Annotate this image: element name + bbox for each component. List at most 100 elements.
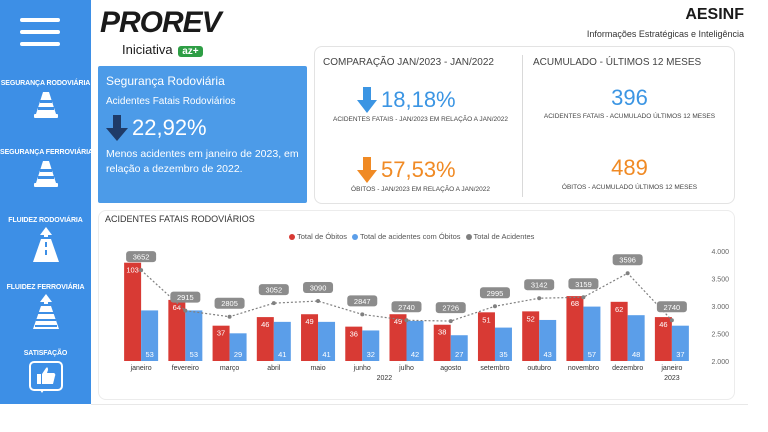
comparison-accidents-caption: ACIDENTES FATAIS - JAN/2023 EM RELAÇÃO A… [333,116,508,123]
total-accidents-point [537,296,542,301]
x-tick-label: novembro [568,365,599,372]
kpi-panel: COMPARAÇÃO JAN/2023 - JAN/2022 ACUMULADO… [314,46,735,204]
sidebar-item-seguranca-ferroviaria[interactable]: SEGURANÇA FERROVIÁRIA [0,149,93,189]
x-tick-label: julho [398,365,414,372]
sidebar-item-label: SEGURANÇA RODOVIÁRIA [0,80,91,87]
sidebar-item-label: FLUIDEZ FERROVIÁRIA [6,284,85,291]
sidebar-item-label: SATISFAÇÃO [23,350,68,357]
accidents-data-label: 41 [278,350,286,359]
total-accidents-data-label: 3142 [531,281,548,290]
total-accidents-point [183,308,188,313]
prorev-logo: PROREV Iniciativa az+ [100,6,240,57]
total-accidents-point [316,299,321,304]
accidents-data-label: 53 [145,350,153,359]
chart-legend: Total de Óbitos Total de acidentes com Ó… [289,232,539,241]
hamburger-menu-icon[interactable] [20,18,60,48]
accidents-with-deaths-bar [450,335,468,361]
accidents-data-label: 41 [322,350,330,359]
sidebar-item-seguranca-rodoviaria[interactable]: SEGURANÇA RODOVIÁRIA [0,80,91,120]
deaths-data-label: 51 [482,315,490,324]
legend-swatch [465,233,472,240]
deaths-data-label: 103 [126,266,139,275]
deaths-data-label: 68 [571,299,579,308]
deaths-bar [345,326,363,361]
total-accidents-point [271,301,276,306]
comparison-accidents-value: 18,18% [381,87,456,112]
total-accidents-label-bg [612,254,643,266]
total-accidents-point [227,314,232,319]
x-tick-label: dezembro [612,365,643,372]
accidents-with-deaths-bar [627,315,645,361]
total-accidents-data-label: 2740 [398,303,415,312]
summary-title: Segurança Rodoviária [106,74,225,88]
sidebar-item-label: SEGURANÇA FERROVIÁRIA [0,149,93,156]
accidents-with-deaths-bar [318,321,336,361]
x-tick-label: janeiro [130,365,152,372]
bottom-strip [0,404,768,432]
accumulated-deaths-caption: ÓBITOS - ACUMULADO ÚLTIMOS 12 MESES [561,184,698,191]
total-accidents-label-bg [479,287,510,299]
chart-title: ACIDENTES FATAIS RODOVIÁRIOS [105,214,255,224]
comparison-deaths-caption: ÓBITOS - JAN/2023 EM RELAÇÃO A JAN/2022 [351,186,490,193]
chart-svg: 2.000 2.500 3.000 3.500 4.000 103 53 janeiro 64 5… [124,249,729,382]
x-tick-label: abril [267,365,281,372]
total-accidents-data-label: 3090 [310,284,327,293]
total-accidents-point [139,268,144,273]
deaths-bar [389,314,407,361]
total-accidents-label-bg [524,279,555,291]
deaths-data-label: 46 [261,320,269,329]
total-accidents-data-label: 3052 [265,286,282,295]
x-tick-label: setembro [480,365,509,372]
y2-tick-label: 4.000 [711,249,729,256]
deaths-bar [654,317,672,361]
deaths-data-label: 46 [659,320,667,329]
accumulated-accidents-value: 396 [611,85,648,110]
legend-swatch [289,233,295,240]
total-accidents-label-bg [347,295,378,307]
total-accidents-label-bg [303,282,334,294]
summary-description: Menos acidentes em janeiro de 2023, em r… [106,148,299,175]
railway-icon [32,294,59,329]
traffic-cone-icon [33,161,58,187]
sidebar-item-satisfacao[interactable]: SATISFAÇÃO [0,350,91,394]
deaths-bar [301,314,319,361]
comparison-heading: COMPARAÇÃO JAN/2023 - JAN/2022 [323,57,494,68]
deaths-data-label: 49 [394,317,402,326]
total-accidents-data-label: 3596 [619,256,636,265]
logo-subtitle: Iniciativa az+ [122,42,203,57]
y2-tick-label: 2.500 [711,332,729,339]
accidents-with-deaths-bar [229,333,247,361]
header-subtitle: Informações Estratégicas e Inteligência [586,29,744,39]
accidents-data-label: 42 [411,350,419,359]
accidents-data-label: 43 [544,350,552,359]
sidebar-item-fluidez-ferroviaria[interactable]: FLUIDEZ FERROVIÁRIA [0,284,91,330]
logo-sub-text: Iniciativa [122,42,173,57]
x-tick-label: junho [353,365,371,372]
deaths-bar [610,301,628,361]
x-tick-label: janeiro [660,365,682,372]
deaths-data-label: 52 [527,314,535,323]
x-tick-label: outubro [527,365,551,372]
traffic-cone-icon [33,92,58,118]
deaths-bar [566,296,584,361]
y2-tick-label: 3.000 [711,304,729,311]
accidents-data-label: 32 [367,350,375,359]
total-accidents-point [404,318,409,323]
total-accidents-data-label: 2740 [664,303,681,312]
total-accidents-data-label: 3159 [575,280,592,289]
legend-item[interactable]: Total de acidentes com Óbitos [352,232,461,241]
accidents-data-label: 48 [632,350,640,359]
arrow-down-icon [357,87,377,113]
year-label: 2023 [664,375,680,382]
total-accidents-label-bg [214,297,245,309]
accumulated-heading: ACUMULADO - ÚLTIMOS 12 MESES [533,57,702,68]
logo-badge: az+ [178,46,203,57]
header-title: AESINF [685,6,744,23]
legend-item[interactable]: Total de Acidentes [465,232,534,241]
legend-item[interactable]: Total de Óbitos [289,232,347,241]
y2-tick-label: 3.500 [711,277,729,284]
total-accidents-label-bg [170,291,201,303]
deaths-bar [433,324,451,361]
sidebar-item-fluidez-rodoviaria[interactable]: FLUIDEZ RODOVIÁRIA [0,217,91,263]
